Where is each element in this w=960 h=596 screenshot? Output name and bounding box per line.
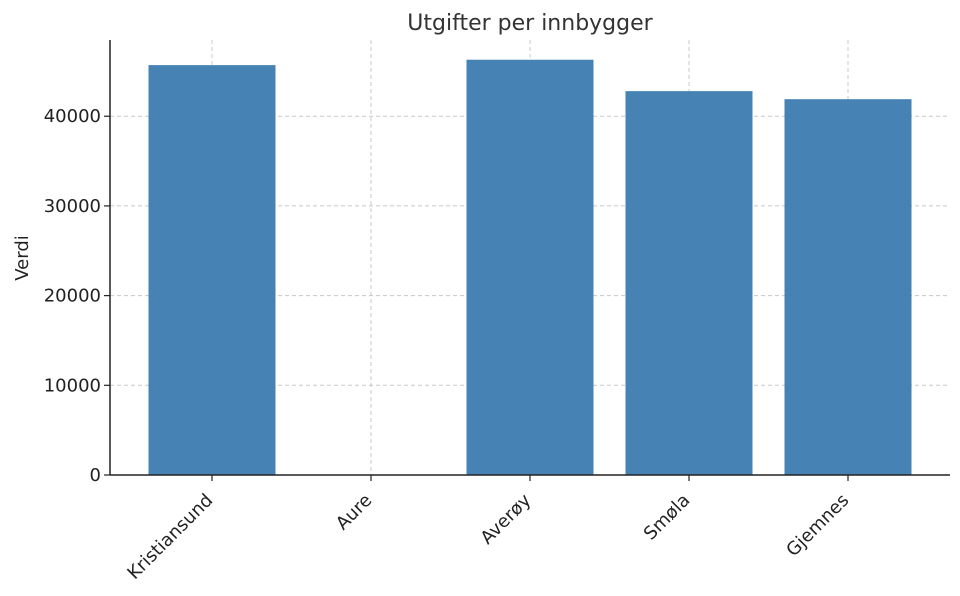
bar <box>625 91 753 475</box>
bar <box>784 99 912 476</box>
y-tick-label: 20000 <box>44 286 101 307</box>
x-tick-label: Smøla <box>640 490 694 544</box>
bar <box>148 65 276 475</box>
y-tick-label: 0 <box>90 465 101 486</box>
x-tick-label: Averøy <box>477 490 536 549</box>
x-tick-label: Aure <box>332 490 376 534</box>
axis-layer <box>104 40 950 481</box>
chart-title: Utgifter per innbygger <box>407 11 653 36</box>
x-tick-label: Kristiansund <box>123 490 217 584</box>
y-tick-label: 30000 <box>44 196 101 217</box>
y-axis-label: Verdi <box>12 235 33 281</box>
y-tick-label: 10000 <box>44 375 101 396</box>
bar <box>466 59 594 475</box>
x-tick-label: Gjemnes <box>782 490 853 561</box>
bar-layer <box>148 59 912 476</box>
y-tick-label: 40000 <box>44 106 101 127</box>
